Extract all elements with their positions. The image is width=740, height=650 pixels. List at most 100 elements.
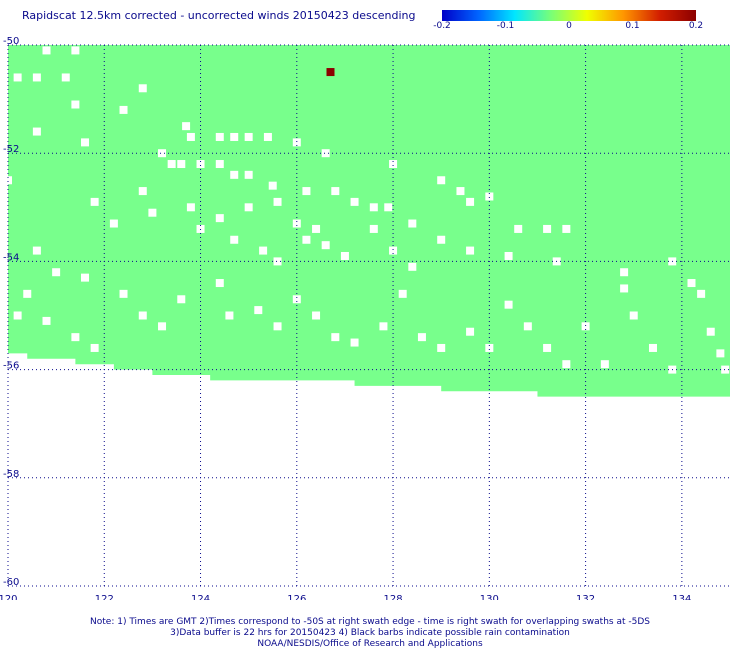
missing-cell xyxy=(408,262,417,271)
x-tick-label: 130 xyxy=(480,594,499,600)
missing-cell xyxy=(437,343,446,352)
missing-cell xyxy=(648,343,657,352)
x-tick-label: 124 xyxy=(191,594,210,600)
missing-cell xyxy=(158,322,167,331)
colorbar-tick-label: 0.2 xyxy=(688,21,704,31)
missing-cell xyxy=(398,289,407,298)
missing-cell xyxy=(523,322,532,331)
missing-cell xyxy=(273,322,282,331)
missing-cell xyxy=(369,224,378,233)
missing-cell xyxy=(384,203,393,212)
missing-cell xyxy=(562,224,571,233)
colorbar-tick-label: -0.2 xyxy=(433,21,451,31)
missing-cell xyxy=(254,306,263,315)
missing-cell xyxy=(437,235,446,244)
missing-cell xyxy=(182,122,191,131)
missing-cell xyxy=(81,273,90,282)
missing-cell xyxy=(389,246,398,255)
missing-cell xyxy=(466,246,475,255)
missing-cell xyxy=(13,73,22,82)
missing-cell xyxy=(13,311,22,320)
x-tick-label: 134 xyxy=(672,594,691,600)
y-tick-label: -52 xyxy=(3,144,19,155)
x-tick-label: 122 xyxy=(95,594,114,600)
missing-cell xyxy=(177,295,186,304)
missing-cell xyxy=(620,268,629,277)
missing-cell xyxy=(90,343,99,352)
missing-cell xyxy=(292,219,301,228)
missing-cell xyxy=(119,289,128,298)
missing-cell xyxy=(138,84,147,93)
missing-cell xyxy=(389,160,398,169)
colorbar-tick-label: 0 xyxy=(566,21,572,31)
missing-cell xyxy=(263,132,272,141)
missing-cell xyxy=(716,349,725,358)
colorbar-tick-label: 0.1 xyxy=(625,21,640,31)
missing-cell xyxy=(4,176,12,185)
missing-cell xyxy=(138,187,147,196)
missing-cell xyxy=(600,360,609,369)
missing-cell xyxy=(138,311,147,320)
colorbar-tick-label: -0.1 xyxy=(496,21,515,31)
missing-cell xyxy=(32,127,41,136)
missing-cell xyxy=(52,268,61,277)
missing-cell xyxy=(23,289,32,298)
missing-cell xyxy=(706,327,715,336)
missing-cell xyxy=(196,224,205,233)
missing-cell xyxy=(312,311,321,320)
missing-cell xyxy=(466,327,475,336)
missing-cell xyxy=(485,192,494,201)
missing-cell xyxy=(71,333,80,342)
missing-cell xyxy=(230,132,239,141)
missing-cell xyxy=(109,219,118,228)
missing-cell xyxy=(312,224,321,233)
y-tick-label: -54 xyxy=(3,252,19,263)
missing-cell xyxy=(340,251,349,260)
missing-cell xyxy=(581,322,590,331)
missing-cell xyxy=(369,203,378,212)
missing-cell xyxy=(32,246,41,255)
missing-cell xyxy=(230,235,239,244)
x-tick-label: 128 xyxy=(384,594,403,600)
missing-cell xyxy=(350,197,359,206)
missing-cell xyxy=(186,132,195,141)
missing-cell xyxy=(629,311,638,320)
missing-cell xyxy=(485,343,494,352)
missing-cell xyxy=(408,219,417,228)
x-tick-label: 132 xyxy=(576,594,595,600)
missing-cell xyxy=(119,105,128,114)
missing-cell xyxy=(148,208,157,217)
missing-cell xyxy=(225,311,234,320)
missing-cell xyxy=(71,46,80,55)
missing-cell xyxy=(543,224,552,233)
missing-cell xyxy=(81,138,90,147)
missing-cell xyxy=(543,343,552,352)
missing-cell xyxy=(273,197,282,206)
missing-cell xyxy=(177,160,186,169)
missing-cell xyxy=(514,224,523,233)
missing-cell xyxy=(61,73,70,82)
missing-cell xyxy=(42,316,51,325)
missing-cell xyxy=(292,138,301,147)
missing-cell xyxy=(504,251,513,260)
missing-cell xyxy=(42,46,51,55)
missing-cell xyxy=(417,333,426,342)
missing-cell xyxy=(196,160,205,169)
missing-cell xyxy=(721,365,730,374)
missing-cell xyxy=(620,284,629,293)
y-tick-label: -60 xyxy=(3,577,19,588)
note-line-2: 3)Data buffer is 22 hrs for 20150423 4) … xyxy=(170,628,570,638)
missing-cell xyxy=(331,187,340,196)
missing-cell xyxy=(244,132,253,141)
missing-cell xyxy=(562,360,571,369)
missing-cell xyxy=(215,160,224,169)
missing-cell xyxy=(186,203,195,212)
x-tick-label: 126 xyxy=(287,594,306,600)
missing-cell xyxy=(466,197,475,206)
missing-cell xyxy=(32,73,41,82)
missing-cell xyxy=(215,214,224,223)
missing-cell xyxy=(504,300,513,309)
missing-cell xyxy=(321,241,330,250)
wind-difference-map: 120 122 124 126 128 130 132 134 -50 -52 -54 -56 -58 -… xyxy=(0,36,730,600)
missing-cell xyxy=(215,279,224,288)
